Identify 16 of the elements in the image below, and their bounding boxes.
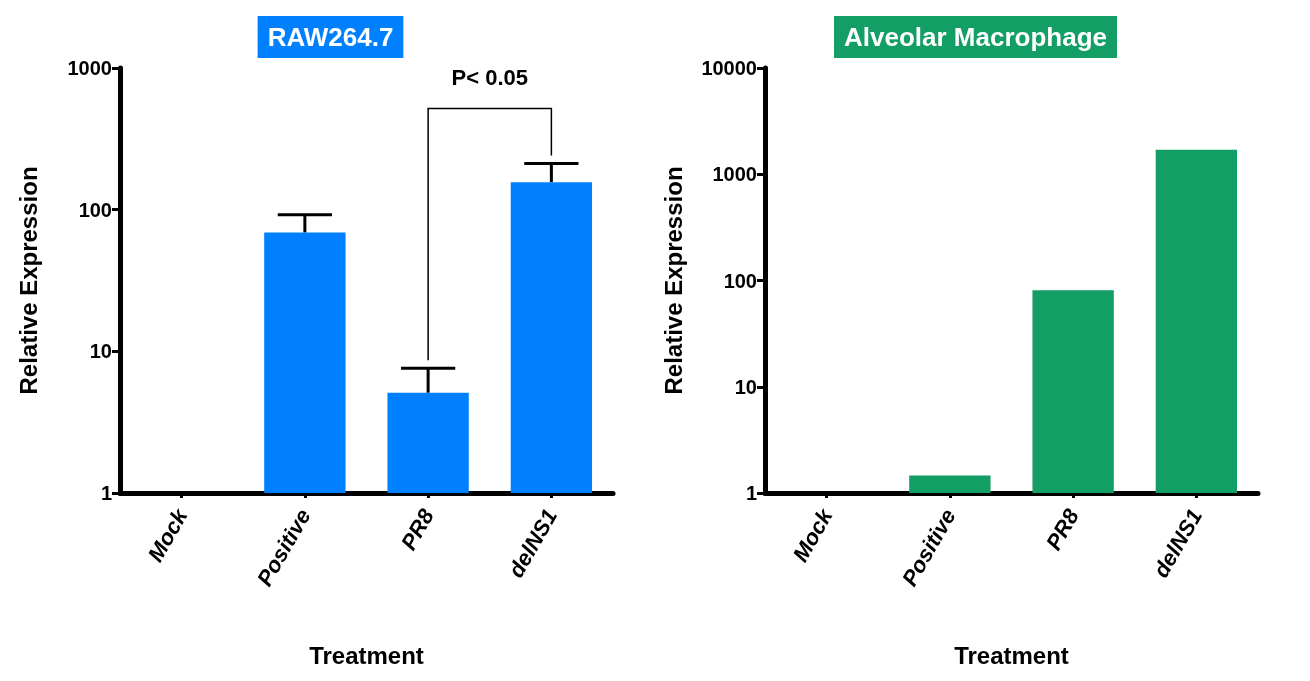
x-axis-title: Treatment <box>954 641 1069 669</box>
chart-title: Alveolar Macrophage <box>844 22 1107 52</box>
y-tick-label: 1 <box>745 482 757 504</box>
y-tick-label: 100 <box>723 269 757 292</box>
y-tick-label: 1000 <box>67 57 112 79</box>
chart-title: RAW264.7 <box>267 22 394 52</box>
y-tick-label: 10 <box>734 375 757 398</box>
y-tick-label: 1000 <box>712 163 757 186</box>
y-axis-title: Relative Expression <box>659 166 687 395</box>
y-tick-label: 1 <box>100 482 112 504</box>
annotation: P< 0.05 <box>451 64 528 90</box>
y-tick-label: 10000 <box>701 57 757 79</box>
x-axis-title: Treatment <box>309 641 424 669</box>
y-axis-title: Relative Expression <box>14 166 42 395</box>
y-tick-label: 10 <box>89 340 112 363</box>
y-tick-label: 100 <box>78 198 112 221</box>
